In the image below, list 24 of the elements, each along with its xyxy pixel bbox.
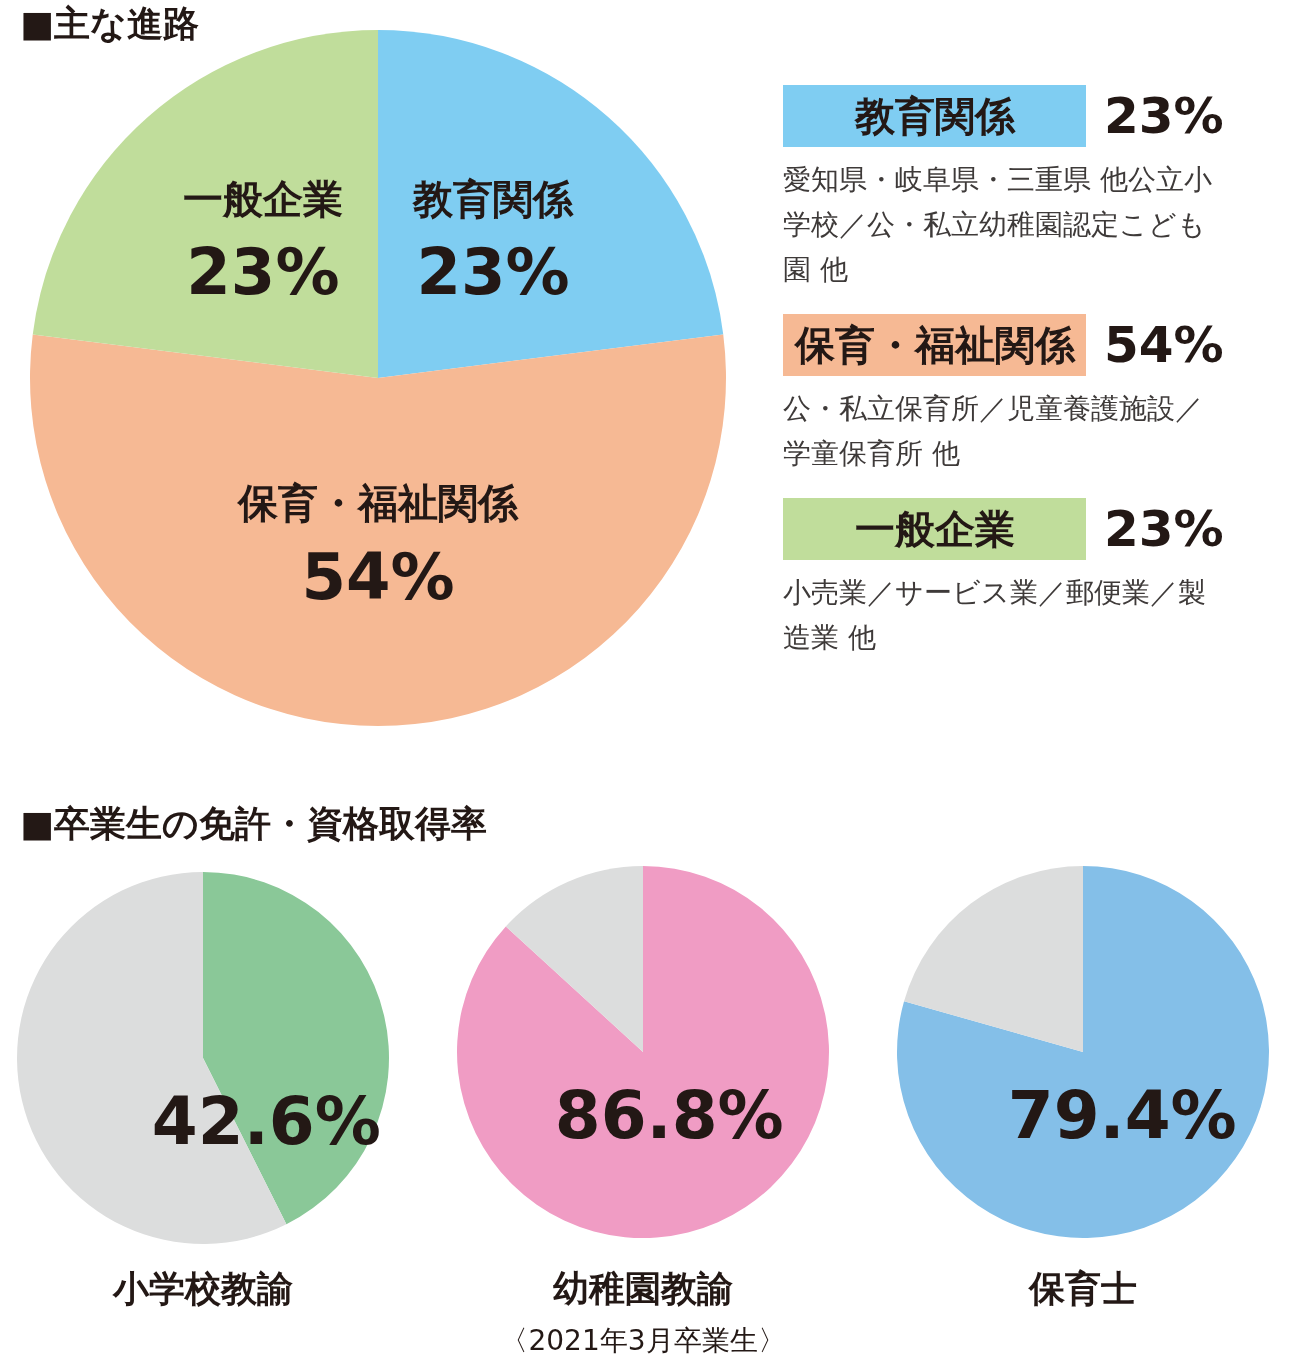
category-label: 一般企業 — [854, 505, 1015, 552]
text: 54% — [1104, 316, 1224, 374]
data-label: 42.6% — [151, 1082, 381, 1160]
data-label: 23% — [416, 235, 570, 310]
slice-label: 保育・福祉関係 — [236, 480, 519, 527]
data-label: 54% — [301, 539, 455, 614]
slice-label: 教育関係 — [412, 175, 575, 222]
text: ■卒業生の免許・資格取得率 — [20, 802, 488, 846]
text: 23% — [1104, 87, 1224, 145]
text: 幼稚園教諭 — [553, 1267, 733, 1311]
text: 小売業／サービス業／郵便業／製造業 他 — [783, 575, 1207, 656]
data-label: 79.4% — [1007, 1076, 1237, 1154]
slice-label: 一般企業 — [182, 175, 343, 222]
slice-label: 保育・福祉関係 — [783, 314, 1086, 376]
text: 23% — [1104, 500, 1224, 558]
chart-title: ■主な進路 — [20, 2, 200, 46]
text: 保育士 — [1029, 1267, 1137, 1311]
data-label: 23% — [186, 235, 340, 310]
text: 小学校教諭 — [113, 1267, 293, 1311]
text: 愛知県・岐阜県・三重県 他公立小学校／公・私立幼稚園認定こども園 他 — [783, 162, 1213, 288]
data-label: 86.8% — [554, 1076, 784, 1154]
text: 〈2021年3月卒業生〉 — [500, 1323, 786, 1358]
text: 公・私立保育所／児童養護施設／学童保育所 他 — [783, 391, 1204, 472]
slice-label: 教育関係 — [783, 85, 1086, 147]
